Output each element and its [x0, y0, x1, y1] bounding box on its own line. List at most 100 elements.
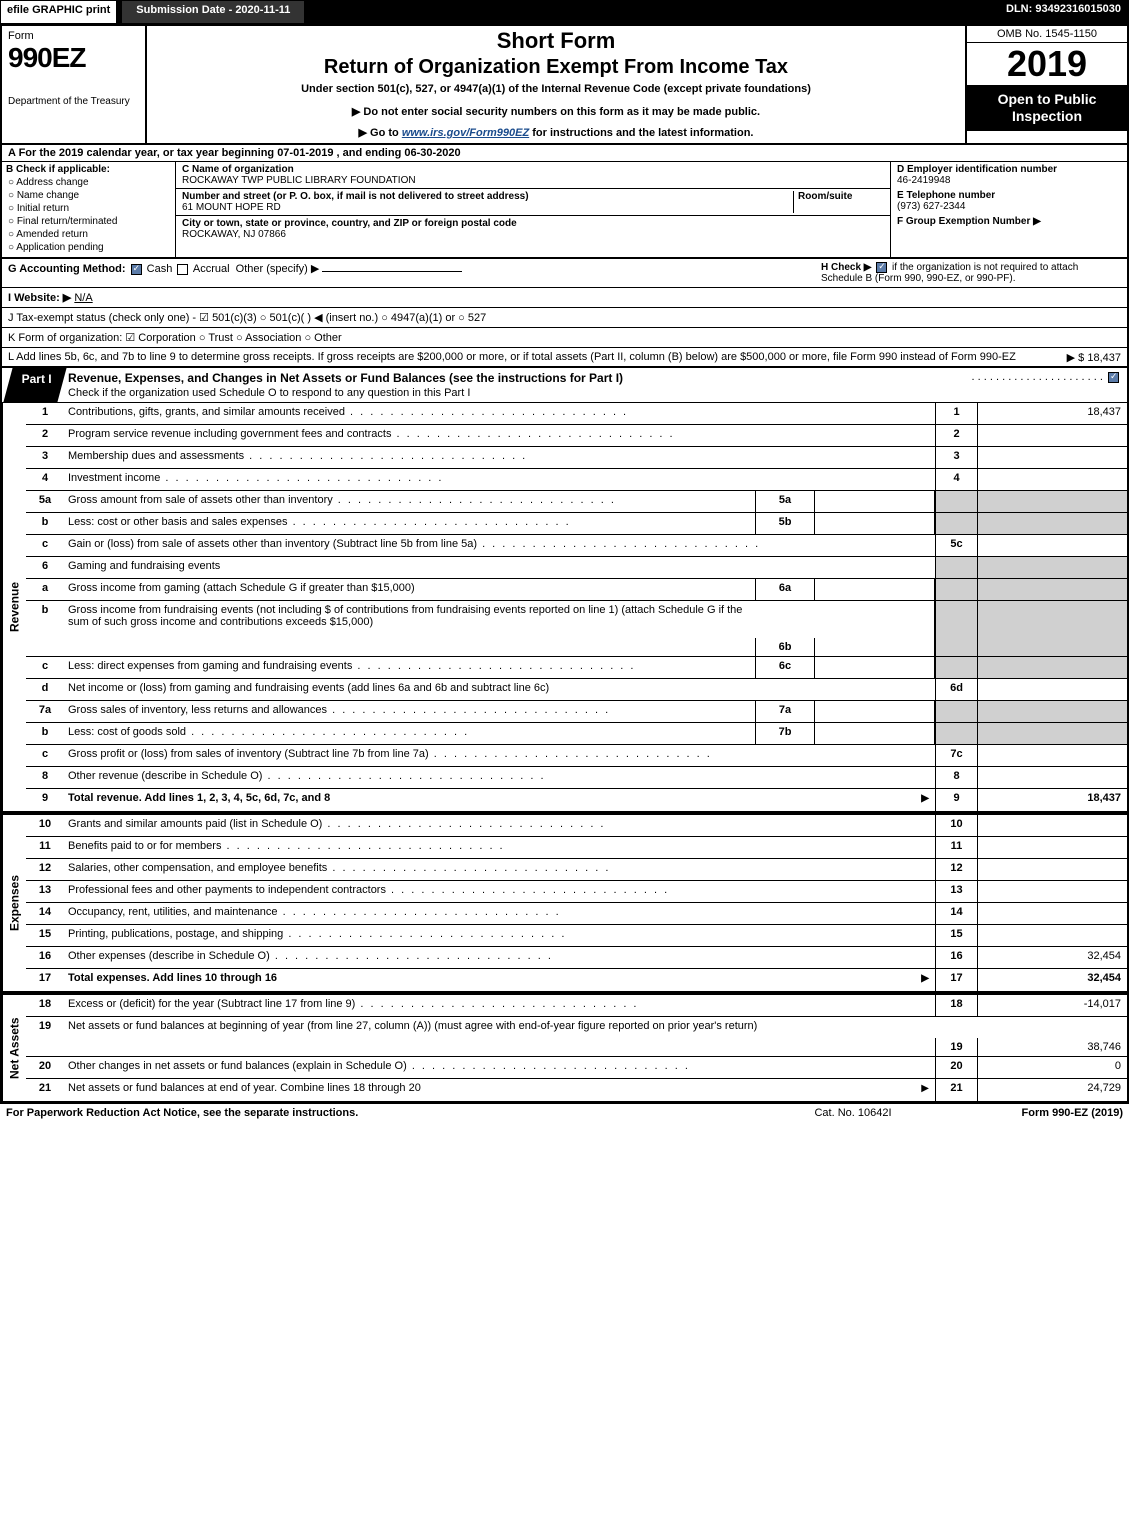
line-desc: Net income or (loss) from gaming and fun…	[64, 679, 935, 700]
line-num: 11	[26, 837, 64, 858]
line-16: 16 Other expenses (describe in Schedule …	[26, 947, 1127, 969]
line-7b: b Less: cost of goods sold 7b	[26, 723, 1127, 745]
chk-name-change[interactable]: Name change	[8, 190, 171, 201]
c-name-row: C Name of organization ROCKAWAY TWP PUBL…	[176, 162, 890, 189]
line-6a: a Gross income from gaming (attach Sched…	[26, 579, 1127, 601]
line-rnum: 9	[935, 789, 977, 811]
e-tel-val: (973) 627-2344	[897, 201, 965, 212]
chk-final-return[interactable]: Final return/terminated	[8, 216, 171, 227]
line-rval: 32,454	[977, 969, 1127, 991]
line-rval	[977, 859, 1127, 880]
tri-icon	[921, 792, 931, 804]
chk-amended-return[interactable]: Amended return	[8, 229, 171, 240]
line-8: 8 Other revenue (describe in Schedule O)…	[26, 767, 1127, 789]
line-num: 10	[26, 815, 64, 836]
line-rval: 24,729	[977, 1079, 1127, 1101]
line-20: 20 Other changes in net assets or fund b…	[26, 1057, 1127, 1079]
line-rnum: 1	[935, 403, 977, 424]
efile-print-button[interactable]: efile GRAPHIC print	[0, 0, 117, 24]
line-desc: Membership dues and assessments	[64, 447, 935, 468]
line-11: 11 Benefits paid to or for members 11	[26, 837, 1127, 859]
chk-initial-return[interactable]: Initial return	[8, 203, 171, 214]
c-street-lbl: Number and street (or P. O. box, if mail…	[182, 191, 529, 202]
row-l: L Add lines 5b, 6c, and 7b to line 9 to …	[0, 348, 1129, 368]
line-rval	[977, 513, 1127, 534]
goto-pre: ▶ Go to	[359, 127, 402, 139]
inner-val	[815, 657, 935, 678]
line-rval	[977, 881, 1127, 902]
line-desc: Gaming and fundraising events	[64, 557, 935, 578]
inner-val	[815, 579, 935, 600]
row-i: I Website: ▶ N/A	[0, 288, 1129, 308]
chk-application-pending[interactable]: Application pending	[8, 242, 171, 253]
submission-date-button[interactable]: Submission Date - 2020-11-11	[121, 0, 305, 24]
part-i-header: Part I Revenue, Expenses, and Changes in…	[0, 368, 1129, 403]
irs-link[interactable]: www.irs.gov/Form990EZ	[402, 127, 529, 139]
line-num: 4	[26, 469, 64, 490]
form-header: Form 990EZ Department of the Treasury Sh…	[0, 24, 1129, 145]
inner-num: 5a	[755, 491, 815, 512]
line-rnum	[935, 657, 977, 678]
g-other-blank[interactable]	[322, 271, 462, 272]
line-5c: c Gain or (loss) from sale of assets oth…	[26, 535, 1127, 557]
line-desc: Total revenue. Add lines 1, 2, 3, 4, 5c,…	[68, 792, 330, 804]
chk-schedule-o[interactable]	[1108, 372, 1119, 383]
revenue-side-label: Revenue	[2, 403, 26, 811]
line-rval	[977, 469, 1127, 490]
line-num: 20	[26, 1057, 64, 1078]
line-desc: Total expenses. Add lines 10 through 16	[68, 972, 277, 984]
dln-label: DLN: 93492316015030	[998, 0, 1129, 24]
line-desc: Other changes in net assets or fund bala…	[64, 1057, 935, 1078]
inner-num: 6a	[755, 579, 815, 600]
line-desc: Investment income	[64, 469, 935, 490]
line-desc: Gross income from fundraising events (no…	[64, 601, 755, 656]
chk-h[interactable]	[876, 262, 887, 273]
header-right: OMB No. 1545-1150 2019 Open to Public In…	[967, 26, 1127, 143]
line-desc: Gain or (loss) from sale of assets other…	[64, 535, 935, 556]
line-1: 1 Contributions, gifts, grants, and simi…	[26, 403, 1127, 425]
line-desc: Gross profit or (loss) from sales of inv…	[64, 745, 935, 766]
line-rnum	[935, 723, 977, 744]
g-cash: Cash	[147, 263, 173, 275]
line-num: d	[26, 679, 64, 700]
return-title: Return of Organization Exempt From Incom…	[153, 56, 959, 79]
line-desc: Gross income from gaming (attach Schedul…	[64, 579, 755, 600]
chk-accrual[interactable]	[177, 264, 188, 275]
line-desc: Professional fees and other payments to …	[64, 881, 935, 902]
inner-num: 7a	[755, 701, 815, 722]
row-a-tax-year: A For the 2019 calendar year, or tax yea…	[0, 145, 1129, 162]
line-2: 2 Program service revenue including gove…	[26, 425, 1127, 447]
l-text: L Add lines 5b, 6c, and 7b to line 9 to …	[8, 351, 1016, 363]
line-rval	[977, 579, 1127, 600]
chk-address-change[interactable]: Address change	[8, 177, 171, 188]
line-desc: Contributions, gifts, grants, and simila…	[64, 403, 935, 424]
line-rval	[977, 767, 1127, 788]
line-rnum	[935, 557, 977, 578]
line-rnum	[935, 579, 977, 600]
line-3: 3 Membership dues and assessments 3	[26, 447, 1127, 469]
c-room-lbl: Room/suite	[798, 191, 852, 202]
line-num: 16	[26, 947, 64, 968]
line-desc: Less: cost or other basis and sales expe…	[64, 513, 755, 534]
inner-val	[815, 701, 935, 722]
j-text: J Tax-exempt status (check only one) - ☑…	[8, 311, 1121, 324]
line-6d: d Net income or (loss) from gaming and f…	[26, 679, 1127, 701]
chk-cash[interactable]	[131, 264, 142, 275]
line-desc: Gross sales of inventory, less returns a…	[64, 701, 755, 722]
line-rnum: 15	[935, 925, 977, 946]
line-num: 18	[26, 995, 64, 1016]
line-14: 14 Occupancy, rent, utilities, and maint…	[26, 903, 1127, 925]
top-bar: efile GRAPHIC print Submission Date - 20…	[0, 0, 1129, 24]
line-desc: Program service revenue including govern…	[64, 425, 935, 446]
line-num: 21	[26, 1079, 64, 1101]
line-num: b	[26, 723, 64, 744]
line-num: 2	[26, 425, 64, 446]
line-num: 1	[26, 403, 64, 424]
col-d: D Employer identification number 46-2419…	[891, 162, 1127, 257]
line-rnum: 13	[935, 881, 977, 902]
tri-icon	[921, 972, 931, 984]
line-desc: Net assets or fund balances at beginning…	[64, 1017, 935, 1056]
line-num: 7a	[26, 701, 64, 722]
goto-post: for instructions and the latest informat…	[532, 127, 753, 139]
c-city-val: ROCKAWAY, NJ 07866	[182, 229, 286, 240]
